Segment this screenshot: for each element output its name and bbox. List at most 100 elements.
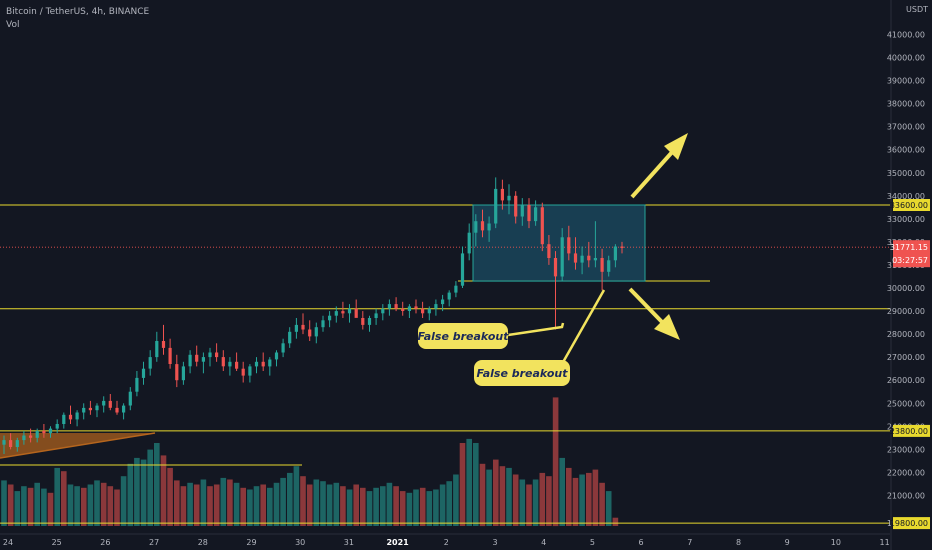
x-tick-label: 24	[3, 538, 13, 547]
candle	[308, 320, 312, 341]
volume-bar	[592, 469, 599, 526]
candle-body	[560, 237, 564, 277]
candle-body	[221, 357, 225, 367]
candle	[534, 200, 538, 226]
candle	[195, 345, 199, 367]
candle-body	[155, 341, 159, 358]
candle	[215, 343, 219, 362]
level-price-tag	[893, 199, 930, 211]
triangle-lower-edge	[0, 432, 156, 459]
candle	[188, 350, 192, 374]
candle-body	[75, 412, 79, 420]
breakdown-arrowhead	[654, 314, 680, 340]
candle-body	[367, 318, 372, 325]
candle	[328, 311, 332, 328]
candle	[620, 241, 624, 254]
candle-body	[42, 430, 46, 434]
candle-body	[494, 188, 498, 224]
candle-body	[500, 188, 504, 201]
false-breakout-pointer-2	[560, 289, 606, 365]
candle	[474, 214, 478, 247]
false-breakout-callout	[418, 323, 508, 349]
volume-bar	[154, 443, 160, 526]
candle-body	[507, 195, 511, 201]
candle	[547, 235, 551, 265]
volume-bar	[612, 517, 619, 526]
y-tick-label: 38000.00	[887, 100, 925, 109]
y-tick-label: 26000.00	[887, 376, 925, 385]
volume-bar	[473, 443, 479, 526]
volume-bar	[207, 486, 213, 526]
candle	[2, 435, 6, 454]
volume-bar	[579, 474, 585, 526]
volume-bar	[41, 488, 47, 526]
current-price-tag	[893, 240, 930, 268]
candle	[95, 403, 99, 418]
volume-bar	[586, 472, 592, 526]
volume-bar	[54, 467, 60, 526]
volume-bar	[27, 487, 34, 526]
volume-bar	[107, 486, 114, 526]
candle	[401, 301, 405, 316]
x-tick-label: 26	[100, 538, 110, 547]
candle-body	[520, 205, 524, 217]
volume-bar	[559, 457, 565, 526]
y-tick-label: 23000.00	[887, 445, 925, 454]
y-tick-label: 33000.00	[887, 215, 925, 224]
volume-label: Vol	[6, 20, 20, 30]
y-tick-label: 22000.00	[887, 468, 925, 477]
candle-body	[161, 341, 166, 348]
volume-bar	[187, 482, 193, 526]
candle-body	[620, 246, 624, 248]
candle	[374, 308, 378, 325]
candle	[42, 424, 46, 438]
candle	[454, 281, 458, 298]
volume-bar	[373, 487, 379, 526]
candle	[520, 198, 524, 226]
candle-body	[540, 207, 544, 245]
candle-body	[301, 324, 305, 330]
false-breakout-label: False breakout	[476, 367, 568, 380]
candle	[55, 419, 59, 434]
candle-body	[241, 368, 245, 376]
candle	[228, 357, 232, 376]
candle	[487, 216, 491, 242]
volume-bar	[539, 472, 546, 526]
y-tick-label: 37000.00	[887, 123, 925, 132]
volume-bar	[353, 484, 359, 526]
candle	[62, 412, 66, 429]
candle	[261, 352, 265, 371]
candle-body	[587, 255, 591, 261]
candle	[414, 299, 418, 314]
candle	[148, 350, 152, 376]
candle	[168, 338, 172, 369]
candle-body	[29, 435, 33, 438]
candle-body	[208, 352, 212, 358]
y-tick-label: 27000.00	[887, 353, 925, 362]
candle	[540, 202, 544, 252]
candle	[88, 400, 92, 415]
candle-body	[88, 407, 92, 411]
candle	[314, 322, 318, 344]
candle	[268, 357, 272, 376]
x-tick-label: 6	[639, 538, 644, 547]
candle	[341, 301, 345, 318]
candle-body	[381, 308, 385, 314]
x-tick-label: 3	[492, 538, 497, 547]
candle-body	[467, 232, 471, 254]
x-tick-label: 27	[149, 538, 159, 547]
volume-bar	[306, 484, 313, 526]
candle-body	[288, 331, 292, 344]
candle-body	[15, 440, 19, 447]
candle	[434, 299, 438, 316]
candle	[607, 255, 611, 277]
volume-bar	[546, 476, 552, 526]
candle-body	[407, 306, 411, 311]
candle	[108, 394, 112, 411]
candle-body	[22, 435, 26, 441]
x-tick-label: 8	[736, 538, 741, 547]
range-box	[472, 204, 646, 282]
candle	[447, 290, 451, 307]
candle-body	[201, 357, 205, 362]
